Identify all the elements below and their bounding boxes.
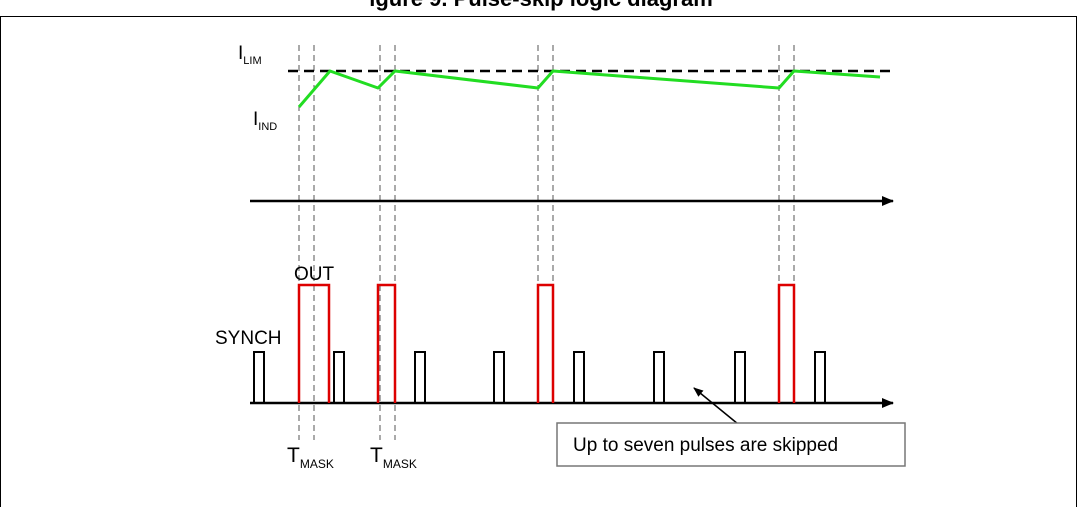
synch-pulse-1 (253, 351, 265, 403)
out-pulse-2 (376, 283, 397, 403)
tmask-label-2: TMASK (370, 444, 417, 471)
synch-pulse-6 (653, 351, 665, 403)
figure-caption: igure 9. Pulse-skip logic diagram (0, 0, 1082, 12)
out-pulses (297, 283, 796, 403)
synch-pulse-4 (493, 351, 505, 403)
callout-text: Up to seven pulses are skipped (573, 435, 838, 456)
synch-pulse-7 (734, 351, 746, 403)
out-pulse-1 (297, 283, 331, 403)
out-pulse-4 (777, 283, 796, 403)
synch-pulse-2 (333, 351, 345, 403)
ilim-label: ILIM (238, 43, 262, 67)
iind-label: IIND (253, 109, 277, 133)
synch-label: SYNCH (215, 328, 282, 349)
timing-guides (298, 45, 795, 440)
figure-frame (0, 16, 1077, 507)
out-pulse-3 (536, 283, 555, 403)
callout-pointer (693, 387, 739, 425)
synch-pulse-8 (814, 351, 826, 403)
synch-pulses (253, 351, 826, 403)
callout-box (556, 422, 906, 467)
inductor-current-trace (297, 69, 881, 108)
tmask-label-1: TMASK (287, 444, 334, 471)
synch-pulse-5 (573, 351, 585, 403)
out-label: OUT (294, 264, 335, 285)
synch-pulse-3 (414, 351, 426, 403)
